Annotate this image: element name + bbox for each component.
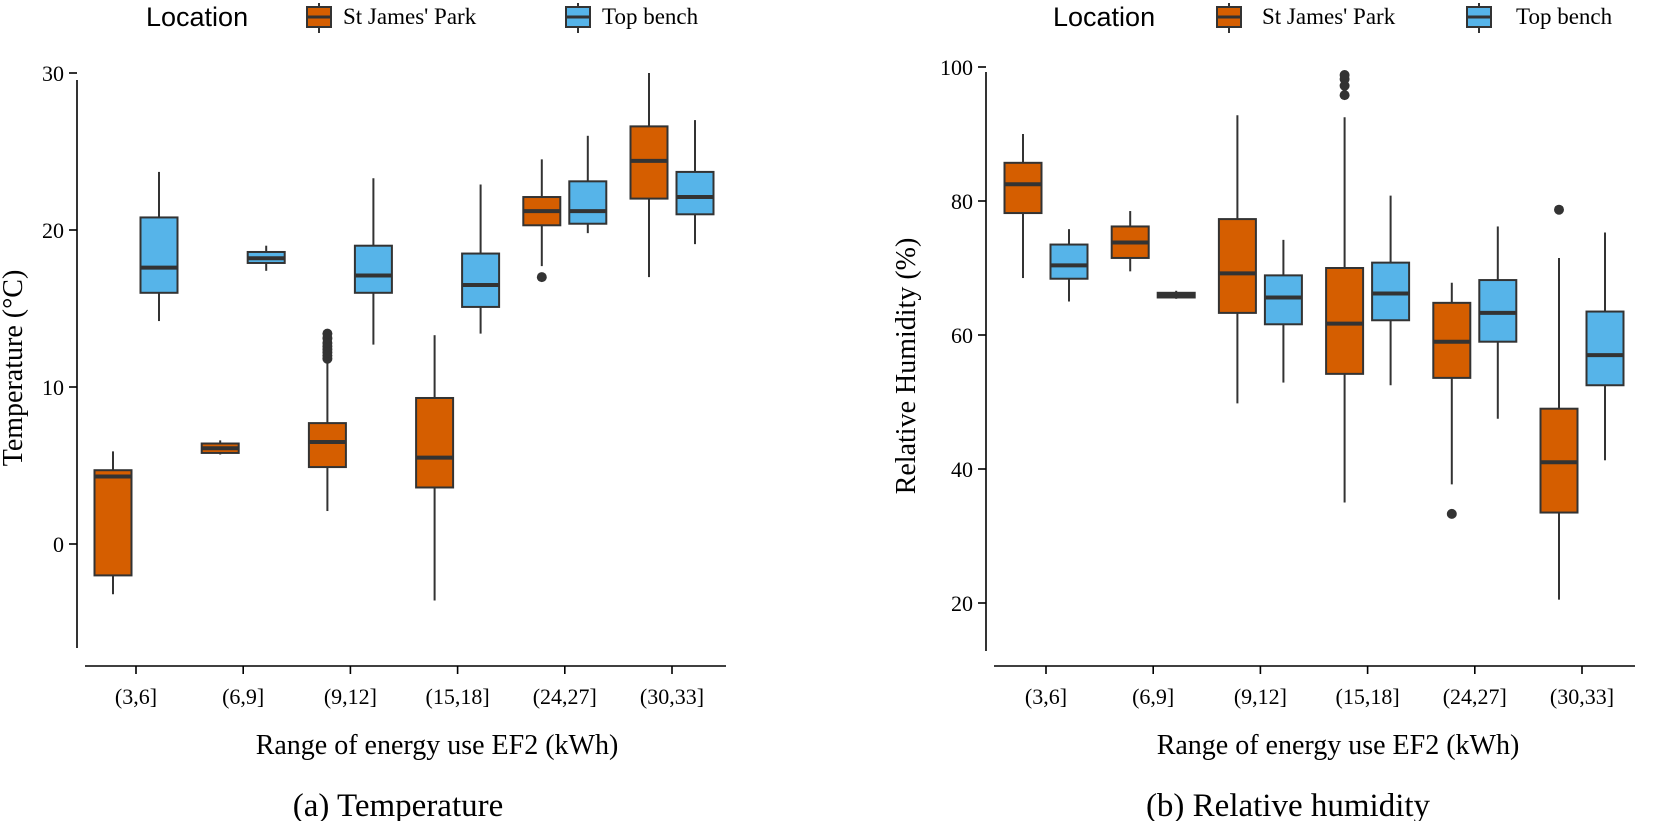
caption-temperature: (a) Temperature: [293, 788, 504, 821]
y-tick-label: 0: [53, 532, 64, 557]
outlier-point: [1446, 508, 1457, 519]
x-tick-label: (9,12]: [1234, 684, 1287, 709]
box-top-bench-1: [1156, 290, 1196, 299]
x-tick-label: (6,9]: [222, 684, 264, 709]
box-top-bench-0: [1049, 229, 1089, 302]
y-tick-label: 40: [951, 457, 973, 482]
y-ticks-humidity: 20 40 60 80 100: [940, 55, 986, 616]
box-iqr: [1325, 267, 1365, 375]
x-axis-title-temperature: Range of energy use EF2 (kWh): [256, 730, 619, 761]
legend-relative-humidity: Location St James' Park Top bench: [1053, 2, 1613, 33]
box-st-james-park-2: [307, 328, 347, 512]
box-iqr: [139, 216, 179, 294]
legend-label-top-bench: Top bench: [602, 4, 699, 29]
box-iqr: [93, 469, 133, 577]
box-iqr: [1478, 279, 1518, 343]
box-iqr: [568, 180, 608, 225]
x-tick-label: (24,27]: [1443, 684, 1507, 709]
box-iqr: [675, 170, 715, 216]
box-iqr: [1049, 243, 1089, 280]
outlier-point: [1554, 204, 1564, 215]
box-iqr: [1263, 274, 1303, 326]
boxes-humidity: [1003, 70, 1625, 600]
y-tick-label: 100: [940, 55, 973, 80]
x-tick-label: (30,33]: [1550, 684, 1614, 709]
y-tick-label: 30: [42, 61, 64, 86]
panel-temperature: Location St James' Park Top bench 0 10 20 3…: [0, 2, 726, 821]
box-st-james-park-1: [1110, 211, 1150, 272]
x-axis-title-humidity: Range of energy use EF2 (kWh): [1157, 730, 1520, 761]
box-iqr: [1217, 218, 1257, 314]
box-st-james-park-3: [1325, 70, 1365, 503]
x-tick-label: (15,18]: [1336, 684, 1400, 709]
box-st-james-park-2: [1217, 115, 1257, 404]
box-top-bench-1: [246, 245, 286, 271]
box-st-james-park-4: [1432, 282, 1472, 519]
outlier-point: [322, 328, 333, 339]
caption-humidity: (b) Relative humidity: [1146, 788, 1431, 821]
x-tick-label: (30,33]: [640, 684, 704, 709]
legend-label-st-james-park: St James' Park: [343, 4, 477, 29]
box-top-bench-0: [139, 171, 179, 322]
box-top-bench-2: [1263, 239, 1303, 383]
box-top-bench-4: [1478, 226, 1518, 419]
y-tick-label: 10: [42, 375, 64, 400]
box-st-james-park-5: [1539, 204, 1579, 600]
x-ticks-humidity: (3,6] (6,9] (9,12] (15,18] (24,27] (30,33]: [1025, 666, 1614, 709]
box-iqr: [1003, 161, 1043, 215]
x-tick-label: (3,6]: [1025, 684, 1067, 709]
y-axis-title-humidity: Relative Humidity (%): [891, 238, 922, 495]
x-tick-label: (9,12]: [324, 684, 377, 709]
box-st-james-park-0: [93, 451, 133, 595]
x-ticks-temperature: (3,6] (6,9] (9,12] (15,18] (24,27] (30,33]: [115, 666, 704, 709]
legend-label-st-james-park: St James' Park: [1262, 4, 1396, 29]
box-iqr: [1585, 310, 1625, 387]
legend-temperature: Location St James' Park Top bench: [146, 2, 699, 33]
box-top-bench-4: [568, 135, 608, 234]
box-st-james-park-3: [415, 335, 455, 601]
box-st-james-park-1: [200, 440, 240, 455]
box-iqr: [307, 422, 347, 469]
legend-title: Location: [1053, 2, 1155, 32]
y-tick-label: 80: [951, 189, 973, 214]
box-top-bench-5: [675, 120, 715, 245]
outlier-point: [1339, 90, 1350, 101]
legend-label-top-bench: Top bench: [1516, 4, 1613, 29]
box-st-james-park-5: [629, 73, 669, 278]
box-top-bench-5: [1585, 232, 1625, 461]
box-top-bench-3: [461, 184, 501, 334]
y-tick-label: 20: [42, 218, 64, 243]
outlier-point: [536, 272, 547, 283]
box-top-bench-3: [1371, 195, 1411, 386]
x-tick-label: (6,9]: [1132, 684, 1174, 709]
box-iqr: [353, 244, 393, 294]
panel-relative-humidity: Location St James' Park Top bench 20 40 60…: [891, 2, 1635, 821]
y-tick-label: 60: [951, 323, 973, 348]
box-st-james-park-0: [1003, 134, 1043, 279]
box-iqr: [461, 252, 501, 308]
box-iqr: [415, 396, 455, 489]
box-top-bench-2: [353, 178, 393, 345]
box-iqr: [1371, 261, 1411, 322]
legend-title: Location: [146, 2, 248, 32]
y-tick-label: 20: [951, 591, 973, 616]
x-tick-label: (3,6]: [115, 684, 157, 709]
outlier-point: [1339, 70, 1350, 81]
y-axis-title-temperature: Temperature (°C): [0, 270, 29, 467]
boxes-temperature: [93, 73, 715, 601]
box-st-james-park-4: [522, 159, 562, 283]
x-tick-label: (15,18]: [426, 684, 490, 709]
y-ticks-temperature: 0 10 20 30: [42, 61, 77, 557]
x-tick-label: (24,27]: [533, 684, 597, 709]
